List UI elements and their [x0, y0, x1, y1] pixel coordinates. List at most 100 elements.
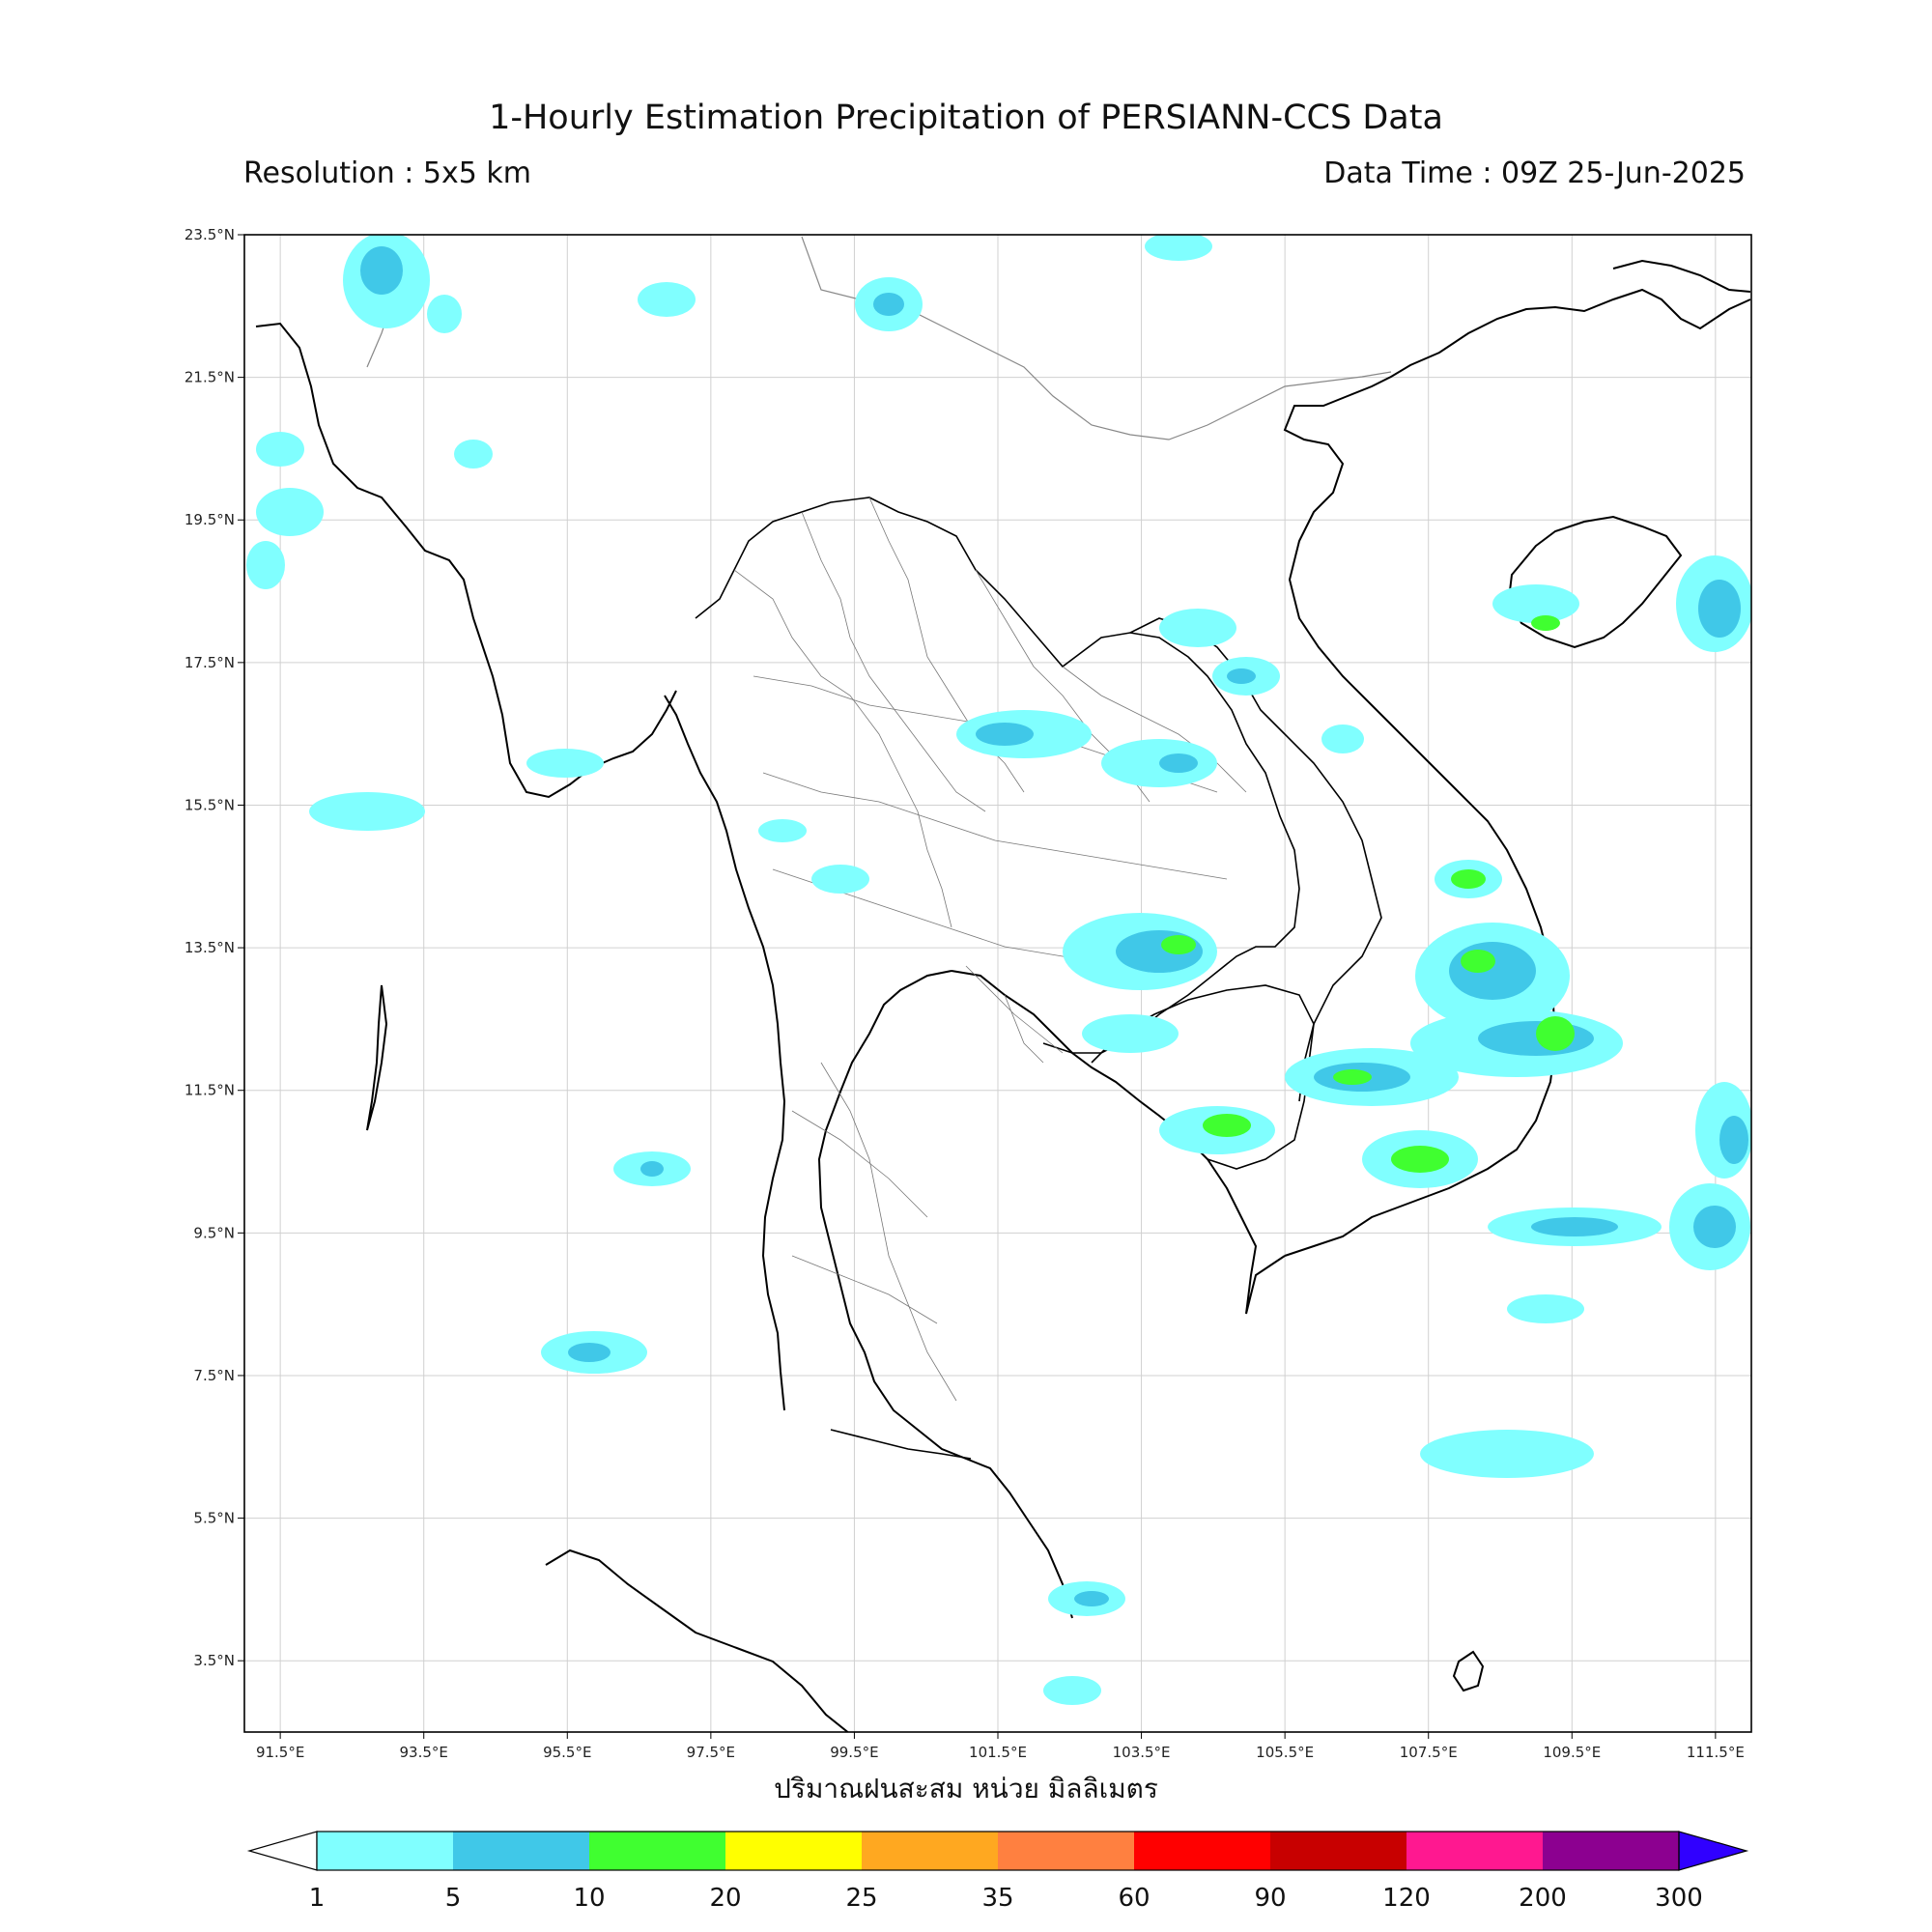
- colorbar-segment: [1406, 1832, 1544, 1870]
- colorbar-tick-label: 1: [308, 1884, 326, 1913]
- rain-cell: [1693, 1206, 1736, 1248]
- colorbar-segment: [862, 1832, 999, 1870]
- rain-cell: [1531, 1217, 1618, 1236]
- border-malaysia: [830, 1429, 972, 1460]
- y-tick-label: 21.5°N: [185, 369, 235, 386]
- y-tick-label: 7.5°N: [193, 1367, 235, 1384]
- rain-cell: [1082, 1014, 1179, 1053]
- colorbar-under-arrow: [246, 1831, 318, 1871]
- coastline-myanmar: [255, 322, 677, 799]
- border-thailand: [695, 497, 1300, 1054]
- colorbar-frame: [316, 1831, 1680, 1871]
- y-tick-label: 5.5°N: [193, 1510, 235, 1527]
- colorbar-segment: [1270, 1832, 1407, 1870]
- rain-cell: [1074, 1591, 1109, 1606]
- x-tick-label: 95.5°E: [543, 1744, 591, 1761]
- rain-cell: [246, 541, 285, 589]
- y-axis-ticks: 23.5°N 21.5°N 19.5°N 17.5°N 15.5°N 13.5°N 11.5…: [185, 226, 244, 1669]
- x-tick-label: 91.5°E: [256, 1744, 304, 1761]
- colorbar-segment: [453, 1832, 590, 1870]
- rain-cell: [976, 723, 1034, 746]
- rain-cell: [1043, 1676, 1101, 1705]
- rain-cell: [1159, 753, 1198, 773]
- rain-cell: [526, 749, 604, 778]
- colorbar-tick-label: 300: [1655, 1884, 1703, 1913]
- rain-cell: [427, 295, 462, 333]
- colorbar: [246, 1831, 1749, 1871]
- x-tick-label: 101.5°E: [969, 1744, 1027, 1761]
- x-tick-label: 111.5°E: [1687, 1744, 1745, 1761]
- y-tick-label: 15.5°N: [185, 796, 235, 813]
- coastline-peninsula-east: [817, 970, 1073, 1619]
- y-tick-label: 9.5°N: [193, 1224, 235, 1241]
- y-tick-label: 23.5°N: [185, 226, 235, 243]
- chart-title: 1-Hourly Estimation Precipitation of PER…: [489, 99, 1443, 137]
- rain-cell: [1449, 942, 1536, 1000]
- precipitation-cells: [246, 235, 1751, 1705]
- colorbar-tick-label: 60: [1118, 1884, 1151, 1913]
- rain-cell: [360, 246, 403, 295]
- colorbar-tick-label: 200: [1519, 1884, 1567, 1913]
- rain-cell: [1227, 668, 1256, 684]
- x-tick-label: 103.5°E: [1113, 1744, 1171, 1761]
- rain-cell: [1719, 1116, 1748, 1164]
- rain-cell: [1492, 584, 1579, 623]
- x-tick-label: 97.5°E: [687, 1744, 735, 1761]
- rain-cell: [811, 865, 869, 894]
- rain-cell: [758, 819, 807, 842]
- coastline-borneo: [1452, 1650, 1485, 1692]
- coastline-sumatra: [545, 1548, 850, 1732]
- colorbar-tick-label: 20: [709, 1884, 742, 1913]
- y-tick-label: 13.5°N: [185, 939, 235, 956]
- rain-cell: [256, 432, 304, 467]
- x-axis-ticks: 91.5°E 93.5°E 95.5°E 97.5°E 99.5°E 101.5°E 103…: [256, 1732, 1745, 1761]
- rain-cell: [1461, 950, 1495, 973]
- rain-cell: [1531, 615, 1560, 631]
- rain-cell: [1159, 609, 1236, 647]
- coastline-gulf-east: [951, 970, 1286, 1315]
- colorbar-tick-label: 10: [573, 1884, 606, 1913]
- colorbar-segment: [589, 1832, 726, 1870]
- x-tick-label: 105.5°E: [1256, 1744, 1314, 1761]
- coastline-andaman: [366, 984, 388, 1131]
- colorbar-tick-label: 25: [845, 1884, 878, 1913]
- map-features: [246, 235, 1751, 1732]
- rain-cell: [1536, 1016, 1575, 1051]
- rain-cell: [1321, 724, 1364, 753]
- resolution-label: Resolution : 5x5 km: [243, 156, 531, 190]
- x-tick-label: 93.5°E: [400, 1744, 448, 1761]
- rain-cell: [1145, 235, 1212, 261]
- colorbar-segment: [725, 1832, 863, 1870]
- rain-cell: [638, 282, 696, 317]
- rain-cell: [1203, 1114, 1251, 1137]
- colorbar-segment: [998, 1832, 1135, 1870]
- rain-cell: [873, 293, 904, 316]
- rain-cell: [1420, 1430, 1594, 1478]
- colorbar-segment: [1543, 1832, 1680, 1870]
- colorbar-segment: [1134, 1832, 1271, 1870]
- x-tick-label: 99.5°E: [830, 1744, 878, 1761]
- y-tick-label: 17.5°N: [185, 654, 235, 671]
- colorbar-tick-label: 120: [1382, 1884, 1431, 1913]
- rain-cell: [1451, 869, 1486, 889]
- rain-cell: [256, 488, 324, 536]
- y-tick-label: 3.5°N: [193, 1652, 235, 1669]
- coastline-gulf-west: [664, 695, 786, 1411]
- colorbar-over-arrow: [1678, 1831, 1749, 1871]
- rain-cell: [454, 440, 493, 469]
- x-axis-label: ปริมาณฝนสะสม หน่วย มิลลิเมตร: [774, 1773, 1158, 1804]
- y-tick-label: 19.5°N: [185, 511, 235, 528]
- border-cambodia: [1091, 984, 1315, 1170]
- colorbar-tick-label: 5: [444, 1884, 462, 1913]
- data-time-label: Data Time : 09Z 25-Jun-2025: [1323, 156, 1746, 190]
- y-tick-label: 11.5°N: [185, 1082, 235, 1099]
- rain-cell: [1161, 935, 1196, 954]
- rain-cell: [1478, 1021, 1594, 1056]
- rain-cell: [1698, 580, 1741, 638]
- rain-cell: [568, 1343, 611, 1362]
- rain-cell: [1333, 1069, 1372, 1085]
- colorbar-segment: [317, 1832, 454, 1870]
- rain-cell: [309, 792, 425, 831]
- x-tick-label: 109.5°E: [1543, 1744, 1601, 1761]
